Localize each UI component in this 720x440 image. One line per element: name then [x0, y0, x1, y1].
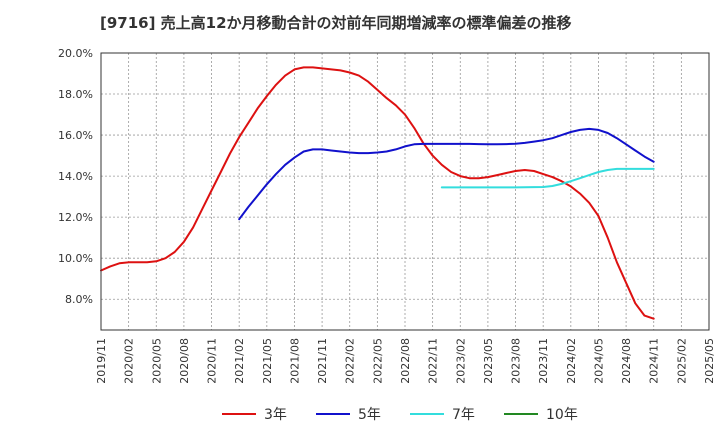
grid-layer [100, 52, 710, 330]
x-tick-label: 2021/02 [233, 338, 246, 384]
y-tick-label: 14.0% [58, 170, 93, 183]
x-tick-label: 2022/02 [344, 338, 357, 384]
series-line-1 [238, 127, 655, 221]
y-tick-label: 12.0% [58, 211, 93, 224]
x-tick-label: 2023/02 [454, 338, 467, 384]
series-line-0 [100, 66, 655, 320]
y-tick-label: 16.0% [58, 129, 93, 142]
x-tick-label: 2023/05 [482, 338, 495, 384]
legend-label-0: 3年 [264, 407, 287, 423]
x-tick-label: 2022/11 [427, 338, 440, 384]
x-tick-label: 2024/11 [648, 338, 661, 384]
x-tick-label: 2023/11 [537, 338, 550, 384]
legend-label-1: 5年 [358, 407, 381, 423]
x-tick-label: 2021/05 [261, 338, 274, 384]
series-layer [100, 66, 655, 320]
x-tick-label: 2025/05 [703, 338, 716, 384]
x-tick-label: 2023/08 [510, 338, 523, 384]
x-tick-label: 2019/11 [95, 338, 108, 384]
x-tick-label: 2022/08 [399, 338, 412, 384]
x-axis: 2019/11 2020/02 2020/05 2020/08 2020/11 2021/… [95, 338, 716, 384]
x-tick-label: 2021/08 [288, 338, 301, 384]
x-tick-label: 2024/08 [620, 338, 633, 384]
x-tick-label: 2020/02 [123, 338, 136, 384]
x-tick-label: 2025/02 [675, 338, 688, 384]
x-tick-label: 2022/05 [371, 338, 384, 384]
y-tick-label: 10.0% [58, 252, 93, 265]
y-tick-label: 18.0% [58, 88, 93, 101]
plot-border [100, 52, 710, 331]
chart-title: [9716] 売上高12か月移動合計の対前年同期増減率の標準偏差の推移 [100, 14, 572, 32]
x-tick-label: 2024/02 [565, 338, 578, 384]
legend-label-3: 10年 [546, 407, 578, 423]
y-axis: 8.0% 10.0% 12.0% 14.0% 16.0% 18.0% 20.0% [58, 47, 93, 306]
x-tick-label: 2020/08 [178, 338, 191, 384]
x-tick-label: 2024/05 [592, 338, 605, 384]
x-tick-label: 2021/11 [316, 338, 329, 384]
series-line-2 [440, 167, 655, 189]
y-tick-label: 20.0% [58, 47, 93, 60]
x-tick-label: 2020/05 [150, 338, 163, 384]
x-tick-label: 2020/11 [206, 338, 219, 384]
legend-label-2: 7年 [452, 407, 475, 423]
legend: 3年 5年 7年 10年 [222, 407, 578, 423]
y-tick-label: 8.0% [65, 293, 93, 306]
